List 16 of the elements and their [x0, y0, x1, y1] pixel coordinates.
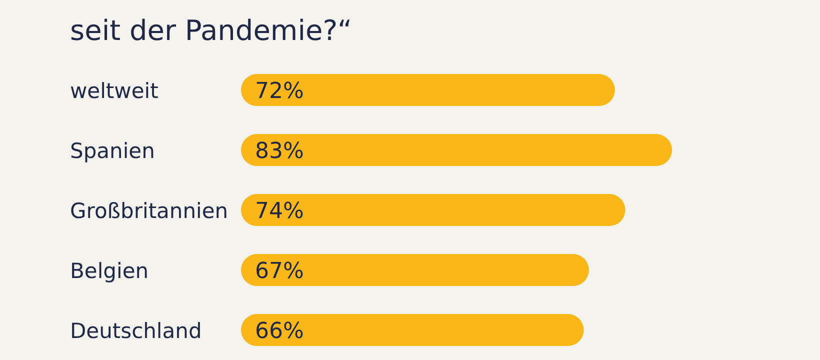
bar [241, 134, 672, 166]
data-label: 67% [255, 258, 304, 284]
y-tick-label: Spanien [70, 139, 155, 163]
bar [241, 314, 584, 346]
bar [241, 194, 626, 226]
data-label: 74% [255, 198, 304, 224]
bar [241, 254, 589, 286]
data-label: 83% [255, 138, 304, 164]
data-label: 66% [255, 318, 304, 344]
chart-title: seit der Pandemie?“ [69, 13, 354, 49]
bar [241, 74, 615, 106]
y-tick-label: Belgien [70, 259, 149, 283]
y-tick-label: Großbritannien [70, 199, 228, 223]
y-tick-label: weltweit [70, 79, 158, 103]
data-label: 72% [255, 78, 304, 104]
y-tick-label: Deutschland [70, 319, 202, 343]
